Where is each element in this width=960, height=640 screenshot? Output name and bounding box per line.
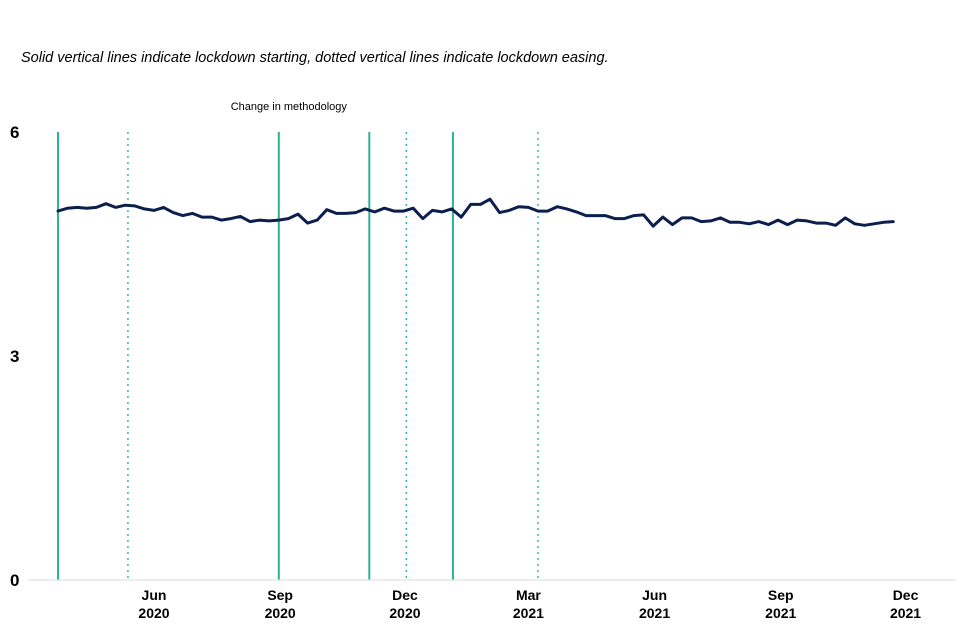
chart-subtitle: Solid vertical lines indicate lockdown s… [21,50,609,66]
x-tick-label: Sep 2020 [265,587,296,621]
annotation-label: Change in methodology [231,101,348,113]
annotations: Change in methodology [231,101,348,113]
y-tick-label: 0 [10,571,19,590]
y-tick-label: 6 [10,123,19,142]
x-tick-label: Jun 2020 [138,587,169,621]
y-axis: 0 3 6 [10,123,19,590]
vertical-lines [57,132,539,580]
series-line [56,197,895,228]
x-tick-label: Mar 2021 [513,587,544,621]
x-axis: Jun 2020 Sep 2020 Dec 2020 Mar 2021 Jun 2021 Sep 20… [138,587,921,621]
x-tick-label: Dec 2020 [389,587,420,621]
x-tick-label: Dec 2021 [890,587,921,621]
x-tick-label: Sep 2021 [765,587,796,621]
y-tick-label: 3 [10,347,19,366]
x-tick-label: Jun 2021 [639,587,670,621]
